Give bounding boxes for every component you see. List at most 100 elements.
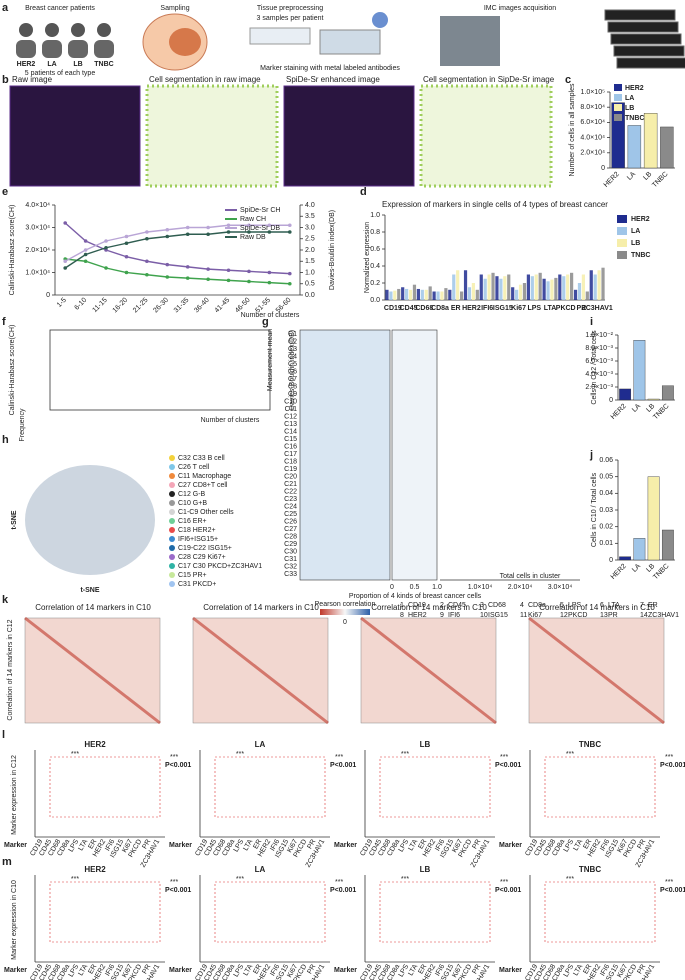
tick-label: 1.0	[305, 269, 315, 276]
group-label: LA	[47, 61, 56, 68]
axis-title: Number of cells in all samples	[569, 83, 576, 176]
axis-title: Davies-Bouldin index(DB)	[329, 210, 336, 290]
point	[145, 230, 149, 234]
marker-name: Ki67	[528, 612, 542, 619]
strip	[566, 274, 570, 300]
group-label: HER2	[17, 61, 36, 68]
cluster-label: C31	[284, 556, 297, 563]
legend-dot	[169, 509, 175, 515]
axis-title: t-SNE	[11, 510, 18, 529]
panel-letter: l	[2, 729, 5, 741]
strip	[585, 291, 589, 300]
axis-title: Normalized expression	[364, 222, 371, 293]
x-tick-label: ER	[87, 838, 98, 850]
significance-box	[214, 756, 326, 818]
slide	[249, 27, 311, 45]
bar	[660, 126, 674, 169]
bar	[661, 385, 674, 401]
tick-label: 3.0×10⁴	[548, 584, 573, 591]
tick-label: 4.0	[305, 202, 315, 209]
x-tick-label: PR	[471, 838, 482, 850]
axis-title: Marker	[334, 842, 357, 849]
cluster-label: C25	[284, 511, 297, 518]
plot-frame	[49, 329, 271, 411]
strip	[460, 291, 464, 300]
proportion-frame	[391, 329, 438, 581]
tick-label: 3.0×10⁴	[25, 224, 50, 231]
axis-title: Cells in C12 / Total cells	[591, 330, 598, 405]
marker-name: ER	[648, 602, 658, 609]
x-tick-label: ER	[451, 305, 461, 312]
strip	[467, 287, 472, 300]
person-icon	[97, 23, 111, 37]
strip	[385, 289, 389, 300]
p-value: P<0.001	[495, 887, 521, 894]
label: 5 patients of each type	[25, 70, 96, 77]
bar	[627, 125, 642, 169]
point	[124, 254, 129, 259]
significance: ***	[71, 751, 79, 758]
p-value: P<0.001	[165, 887, 191, 894]
point	[287, 223, 292, 228]
diagonal	[24, 616, 161, 725]
tick-label: 2.0×10⁻³	[585, 384, 613, 391]
tick-label: 1.0	[370, 212, 380, 219]
image-title: Raw image	[12, 75, 53, 84]
significance: ***	[665, 879, 673, 886]
strip	[550, 279, 554, 300]
point	[206, 277, 210, 282]
significance: ***	[236, 876, 244, 883]
tick-label: 1.0×10⁵	[580, 89, 605, 96]
significance: ***	[566, 751, 574, 758]
tick-label: 0.5	[410, 584, 420, 591]
legend-swatch	[617, 215, 627, 223]
p-value: P<0.001	[660, 887, 685, 894]
imc-machine	[440, 16, 500, 66]
p-value: P<0.001	[330, 887, 356, 894]
cluster-label: C28	[284, 533, 297, 540]
strip	[558, 274, 562, 300]
strip	[577, 283, 582, 300]
panel-letter: h	[2, 434, 9, 446]
point	[247, 223, 251, 228]
point	[165, 262, 170, 267]
significance: ***	[170, 754, 178, 761]
bar	[633, 538, 646, 561]
p-value: P<0.001	[330, 762, 356, 769]
tick-label: 0.5	[305, 281, 315, 288]
panel-title: LB	[420, 865, 431, 874]
strip	[515, 289, 519, 300]
tsne-map	[25, 465, 155, 575]
x-tick-label: IFI6	[481, 305, 493, 312]
strip	[401, 287, 405, 300]
significance-box	[379, 881, 491, 943]
person-body	[68, 40, 88, 58]
tick-label: 4.0×10⁻³	[585, 371, 613, 378]
marker-name: LTA	[608, 602, 620, 609]
chart-title: Expression of markers in single cells of…	[382, 200, 608, 209]
series-line	[64, 224, 290, 262]
cluster-label: C10	[284, 398, 297, 405]
legend-label: TNBC	[625, 115, 644, 122]
x-tick-label: HER2	[462, 305, 481, 312]
marker-number: 9	[440, 612, 444, 619]
point	[145, 259, 149, 264]
x-tick-label: PR	[636, 963, 647, 975]
marker-number: 5	[560, 602, 564, 609]
point	[185, 276, 190, 280]
cluster-label: C7	[288, 376, 297, 383]
axis-title: Calinski-Harabasz score(CH)	[9, 205, 16, 296]
strip	[389, 291, 393, 300]
legend-label: C17 C30 PKCD+ZC3HAV1	[178, 563, 262, 570]
strip	[456, 270, 460, 300]
person-body	[42, 40, 62, 58]
image	[9, 85, 141, 187]
legend-label: Raw CH	[240, 216, 266, 223]
strip	[408, 289, 413, 300]
tick-label: 0.4	[370, 263, 380, 270]
tick-label: 2.0×10⁴	[508, 584, 533, 591]
strip	[589, 270, 593, 300]
point	[226, 223, 231, 228]
cluster-label: C9	[288, 391, 297, 398]
p-value: P<0.001	[660, 762, 685, 769]
